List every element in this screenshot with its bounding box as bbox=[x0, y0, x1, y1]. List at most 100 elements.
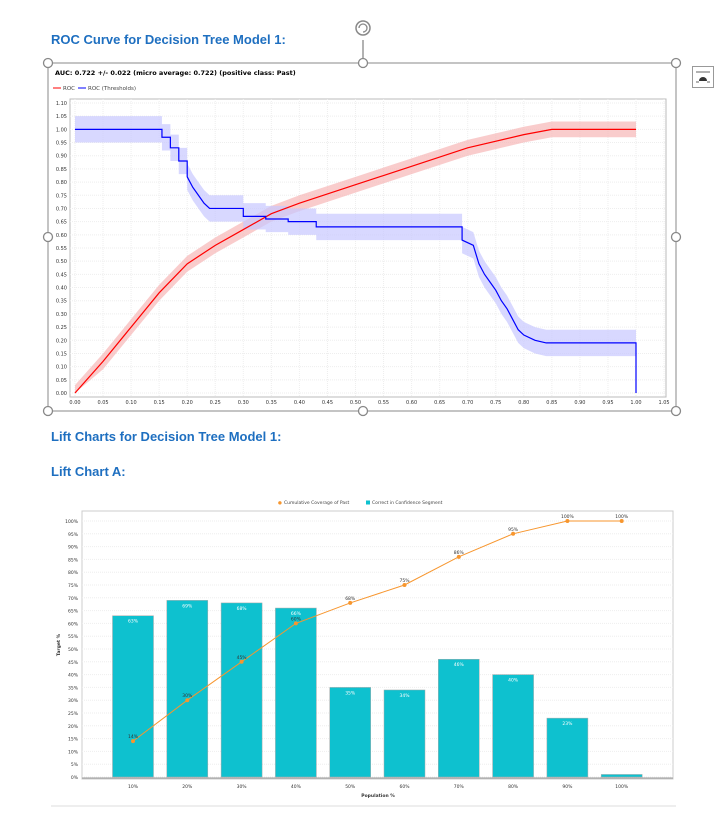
y-axis-label: Target % bbox=[56, 633, 62, 656]
y-tick-label: 0.70 bbox=[56, 206, 67, 212]
bar-label: 63% bbox=[128, 619, 139, 625]
y-tick-label: 60% bbox=[68, 621, 79, 627]
bar bbox=[329, 687, 371, 778]
point-label: 100% bbox=[615, 514, 629, 520]
point-label: 60% bbox=[291, 616, 302, 622]
x-tick-label: 90% bbox=[562, 784, 573, 790]
y-tick-label: 0.45 bbox=[56, 272, 67, 278]
y-tick-label: 0.15 bbox=[56, 351, 67, 357]
bar bbox=[112, 615, 154, 778]
bar-label: 34% bbox=[399, 693, 410, 699]
y-tick-label: 80% bbox=[68, 570, 79, 576]
point-label: 86% bbox=[454, 550, 465, 556]
y-tick-label: 70% bbox=[68, 596, 79, 602]
y-tick-label: 0.65 bbox=[56, 220, 67, 226]
point-label: 14% bbox=[128, 734, 139, 740]
x-tick-label: 1.00 bbox=[630, 400, 641, 406]
bar-label: 35% bbox=[345, 690, 356, 696]
y-tick-label: 20% bbox=[68, 724, 79, 730]
point-label: 100% bbox=[561, 514, 575, 520]
x-tick-label: 0.50 bbox=[350, 400, 361, 406]
y-tick-label: 0.55 bbox=[56, 246, 67, 252]
x-tick-label: 0.40 bbox=[294, 400, 305, 406]
x-tick-label: 80% bbox=[508, 784, 519, 790]
bar bbox=[492, 674, 534, 778]
cumulative-point bbox=[293, 621, 298, 626]
y-tick-label: 40% bbox=[68, 673, 79, 679]
y-tick-label: 0.00 bbox=[56, 391, 67, 397]
x-tick-label: 30% bbox=[237, 784, 248, 790]
bar-label: 40% bbox=[508, 678, 519, 684]
point-label: 45% bbox=[237, 655, 248, 661]
x-axis-label: Population % bbox=[361, 793, 395, 799]
y-tick-label: 35% bbox=[68, 685, 79, 691]
cumulative-point bbox=[348, 600, 353, 605]
bar bbox=[438, 658, 480, 778]
lift-a-heading: Lift Chart A: bbox=[51, 464, 126, 479]
x-tick-label: 60% bbox=[399, 784, 410, 790]
y-tick-label: 1.10 bbox=[56, 101, 67, 107]
x-tick-label: 0.65 bbox=[434, 400, 445, 406]
x-tick-label: 0.20 bbox=[182, 400, 193, 406]
x-tick-label: 0.60 bbox=[406, 400, 417, 406]
y-tick-label: 90% bbox=[68, 545, 79, 551]
x-tick-label: 0.80 bbox=[518, 400, 529, 406]
cumulative-point bbox=[131, 739, 135, 744]
point-label: 75% bbox=[399, 578, 410, 584]
x-tick-label: 70% bbox=[454, 784, 465, 790]
x-tick-label: 0.95 bbox=[602, 400, 613, 406]
y-tick-label: 0.95 bbox=[56, 141, 67, 147]
x-tick-label: 0.90 bbox=[574, 400, 585, 406]
y-tick-label: 0.20 bbox=[56, 338, 67, 344]
y-tick-label: 45% bbox=[68, 660, 79, 666]
y-tick-label: 75% bbox=[68, 583, 79, 589]
x-tick-label: 20% bbox=[182, 784, 193, 790]
x-tick-label: 0.45 bbox=[322, 400, 333, 406]
lift-heading: Lift Charts for Decision Tree Model 1: bbox=[51, 429, 282, 444]
x-tick-label: 0.15 bbox=[154, 400, 165, 406]
x-tick-label: 0.35 bbox=[266, 400, 277, 406]
y-tick-label: 0.05 bbox=[56, 378, 67, 384]
y-tick-label: 1.05 bbox=[56, 114, 67, 120]
y-tick-label: 0.60 bbox=[56, 233, 67, 239]
bar bbox=[275, 607, 317, 778]
x-tick-label: 0.55 bbox=[378, 400, 389, 406]
x-tick-label: 0.75 bbox=[490, 400, 501, 406]
cumulative-point bbox=[511, 531, 516, 536]
roc-band-0 bbox=[75, 121, 636, 394]
cumulative-point bbox=[239, 659, 244, 664]
bar bbox=[220, 602, 263, 778]
x-tick-label: 0.85 bbox=[546, 400, 557, 406]
bar bbox=[546, 717, 589, 778]
y-tick-label: 0.90 bbox=[56, 154, 67, 160]
rotate-handle-icon[interactable] bbox=[355, 20, 371, 36]
y-tick-label: 30% bbox=[68, 698, 79, 704]
x-tick-label: 0.10 bbox=[126, 400, 137, 406]
bar-label: 46% bbox=[454, 662, 465, 668]
y-tick-label: 15% bbox=[68, 737, 79, 743]
roc-title: AUC: 0.722 +/- 0.022 (micro average: 0.7… bbox=[55, 69, 296, 77]
x-tick-label: 40% bbox=[291, 784, 302, 790]
y-tick-label: 10% bbox=[68, 749, 79, 755]
point-label: 68% bbox=[345, 596, 356, 602]
legend-cumulative: Cumulative Coverage of Past bbox=[284, 500, 349, 506]
bar-label: 68% bbox=[237, 606, 248, 612]
y-tick-label: 55% bbox=[68, 634, 79, 640]
y-tick-label: 85% bbox=[68, 557, 79, 563]
y-tick-label: 5% bbox=[71, 762, 79, 768]
layout-options-button[interactable] bbox=[692, 66, 714, 88]
y-tick-label: 0.40 bbox=[56, 286, 67, 292]
roc-curve bbox=[74, 128, 636, 394]
y-tick-label: 0.85 bbox=[56, 167, 67, 173]
legend-line-dot: ● bbox=[278, 501, 282, 506]
x-tick-label: 100% bbox=[615, 784, 629, 790]
selection-handles[interactable] bbox=[42, 40, 682, 417]
bar-label: 23% bbox=[562, 721, 573, 727]
bar bbox=[600, 774, 643, 778]
y-tick-label: 0.80 bbox=[56, 180, 67, 186]
point-label: 30% bbox=[182, 693, 193, 699]
bar-label: 69% bbox=[182, 603, 193, 609]
y-tick-label: 0.75 bbox=[56, 193, 67, 199]
